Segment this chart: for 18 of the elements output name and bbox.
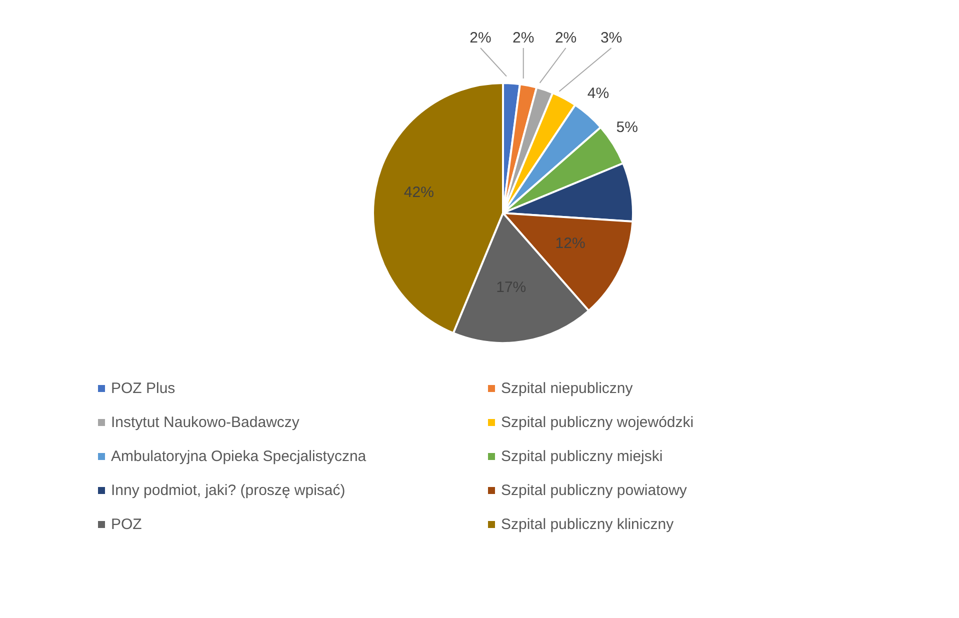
data-label: 2% <box>470 30 492 46</box>
legend-label: POZ <box>111 516 142 532</box>
data-label: 42% <box>404 184 434 201</box>
legend-label: Instytut Naukowo-Badawczy <box>111 414 300 430</box>
legend-label: Ambulatoryjna Opieka Specjalistyczna <box>111 448 366 464</box>
legend-label: POZ Plus <box>111 380 176 396</box>
legend-label: Szpital publiczny powiatowy <box>501 482 687 498</box>
legend-label: Inny podmiot, jaki? (proszę wpisać) <box>111 482 346 498</box>
data-label: 4% <box>587 85 610 102</box>
legend-label: Szpital publiczny miejski <box>501 448 663 464</box>
data-label: 2% <box>554 30 577 46</box>
data-label: 2% <box>512 30 534 46</box>
legend-label: Szpital publiczny kliniczny <box>501 516 674 532</box>
legend-label: Szpital niepubliczny <box>501 380 633 396</box>
data-label: 12% <box>555 235 586 252</box>
legend-label: Szpital publiczny wojewódzki <box>501 414 694 430</box>
data-label: 5% <box>616 119 638 136</box>
data-label: 3% <box>600 30 622 46</box>
